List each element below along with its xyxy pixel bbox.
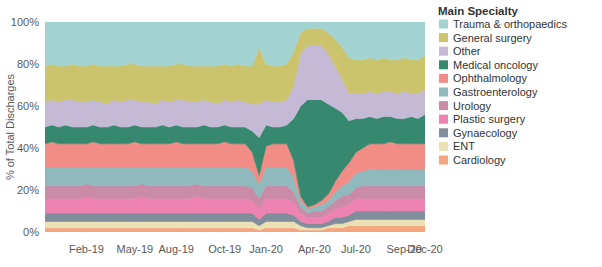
chart: 0% 20% 40% 60% 80% 100% % of Total Discharges F… — [0, 0, 602, 267]
x-tick-label: Dec-20 — [407, 243, 442, 255]
area-band — [45, 196, 425, 223]
legend-label: Gastroenterology — [453, 86, 538, 98]
area-band — [45, 22, 425, 66]
legend-swatch — [439, 47, 448, 56]
legend: Main SpecialtyTrauma & orthopaedics Gener… — [438, 5, 567, 166]
y-tick-label: 60% — [17, 100, 39, 112]
y-tick-label: 40% — [17, 142, 39, 154]
x-tick-label: Oct-19 — [208, 243, 241, 255]
legend-label: Gynaecology — [453, 127, 518, 139]
legend-swatch — [439, 20, 448, 29]
x-tick-label: Aug-19 — [159, 243, 194, 255]
legend-label: Urology — [453, 100, 491, 112]
area-band — [45, 184, 425, 218]
legend-swatch — [439, 88, 448, 97]
legend-label: Other — [453, 45, 481, 57]
legend-label: ENT — [453, 140, 475, 152]
area-band — [45, 211, 425, 228]
legend-label: General surgery — [453, 32, 532, 44]
plot-area — [45, 22, 425, 232]
y-tick-label: 80% — [17, 58, 39, 70]
legend-label: Ophthalmology — [453, 72, 527, 84]
x-tick-label: Feb-19 — [69, 243, 104, 255]
y-tick-label: 20% — [17, 184, 39, 196]
legend-swatch — [439, 156, 448, 165]
x-tick-label: Jul-20 — [341, 243, 371, 255]
y-tick-label: 0% — [23, 226, 39, 238]
legend-swatch — [439, 128, 448, 137]
legend-swatch — [439, 101, 448, 110]
legend-swatch — [439, 115, 448, 124]
legend-label: Cardiology — [453, 154, 506, 166]
x-axis: Feb-19 May-19 Aug-19 Oct-19 Jan-20 Apr-20 Jul-… — [69, 243, 443, 255]
area-band — [45, 167, 425, 213]
legend-swatch — [439, 142, 448, 151]
legend-swatch — [439, 60, 448, 69]
legend-swatch — [439, 74, 448, 83]
x-tick-label: Apr-20 — [298, 243, 331, 255]
x-tick-label: May-19 — [116, 243, 153, 255]
legend-title: Main Specialty — [438, 5, 518, 17]
area-band — [45, 142, 425, 209]
x-tick-label: Jan-20 — [249, 243, 283, 255]
legend-label: Plastic surgery — [453, 113, 526, 125]
legend-label: Trauma & orthopaedics — [453, 18, 567, 30]
y-axis-title: % of Total Discharges — [4, 73, 16, 180]
legend-label: Medical oncology — [453, 59, 538, 71]
legend-swatch — [439, 33, 448, 42]
y-tick-label: 100% — [11, 16, 39, 28]
